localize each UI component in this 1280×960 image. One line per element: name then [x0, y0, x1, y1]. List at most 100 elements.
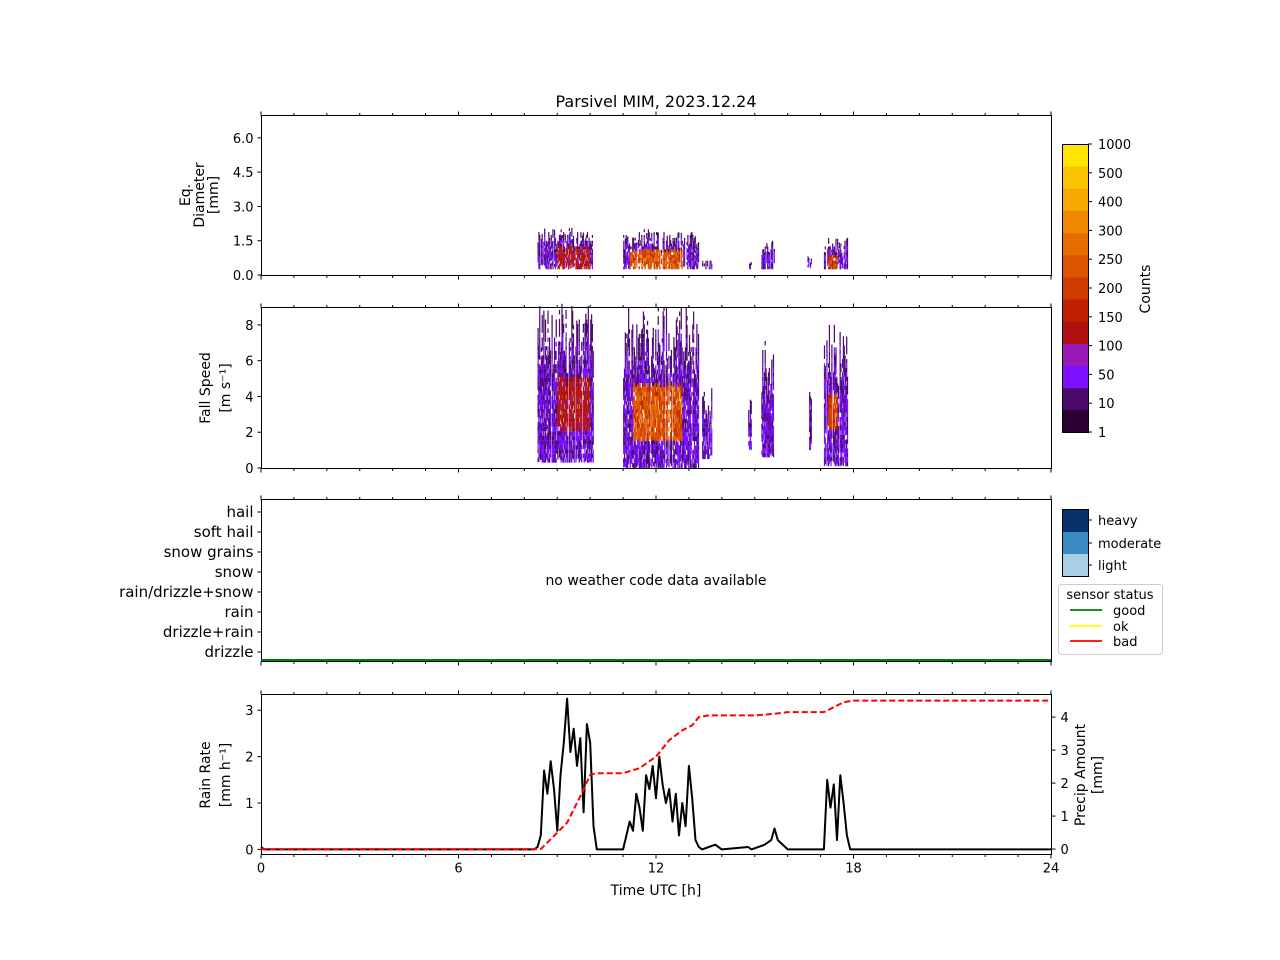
heatmap-cell: [632, 400, 634, 405]
heatmap-cell: [540, 396, 543, 402]
heatmap-cell: [555, 319, 557, 324]
heatmap-cell: [577, 391, 579, 396]
heatmap-cell: [576, 418, 578, 424]
heatmap-cell: [589, 348, 591, 354]
heatmap-cell: [573, 373, 575, 378]
heatmap-cell: [624, 341, 626, 346]
heatmap-cell: [553, 232, 556, 236]
heatmap-cell: [684, 391, 687, 397]
heatmap-cell: [552, 408, 554, 414]
heatmap-cell: [663, 463, 665, 468]
heatmap-cell: [568, 458, 570, 463]
heatmap-cell: [636, 346, 638, 352]
heatmap-cell: [658, 257, 660, 261]
heatmap-cell: [549, 417, 551, 423]
heatmap-cell: [660, 252, 663, 256]
heatmap-cell: [662, 423, 664, 428]
heatmap-cell: [627, 463, 629, 468]
heatmap-cell: [592, 400, 594, 405]
heatmap-cell: [663, 246, 665, 250]
heatmap-cell: [573, 368, 575, 374]
heatmap-cell: [581, 368, 583, 374]
heatmap-cell: [578, 386, 580, 392]
heatmap-cell: [823, 252, 826, 255]
heatmap-cell: [767, 252, 769, 255]
heatmap-cell: [683, 263, 686, 267]
heatmap-cell: [651, 356, 653, 361]
heatmap-cell: [543, 377, 545, 383]
heatmap-cell: [551, 413, 553, 418]
heatmap-cell: [665, 315, 668, 321]
heatmap-cell: [683, 454, 685, 459]
heatmap-cell: [653, 421, 655, 426]
heatmap-cell: [571, 314, 573, 320]
heatmap-cell: [697, 251, 699, 255]
heatmap-cell: [652, 372, 654, 378]
heatmap-cell: [646, 423, 649, 429]
heatmap-cell: [560, 229, 562, 233]
heatmap-cell: [631, 352, 633, 357]
heatmap-cell: [549, 350, 552, 355]
heatmap-cell: [585, 240, 587, 244]
heatmap-cell: [590, 255, 593, 259]
heatmap-cell: [564, 417, 566, 423]
heatmap-cell: [630, 387, 632, 392]
heatmap-cell: [579, 432, 581, 438]
heatmap-cell: [663, 378, 665, 383]
heatmap-cell: [559, 423, 561, 429]
heatmap-cell: [679, 342, 681, 348]
heatmap-cell: [646, 356, 649, 362]
heatmap-cell: [633, 445, 636, 451]
heatmap-cell: [662, 260, 664, 264]
heatmap-cell: [539, 408, 541, 414]
heatmap-cell: [571, 381, 573, 387]
heatmap-cell: [589, 246, 591, 250]
heatmap-cell: [672, 383, 674, 388]
heatmap-cell: [673, 453, 675, 458]
heatmap-cell: [571, 408, 573, 414]
heatmap-cell: [560, 246, 562, 250]
heatmap-cell: [582, 328, 584, 333]
heatmap-cell: [573, 458, 575, 463]
heatmap-cell: [657, 238, 659, 242]
heatmap-cell: [632, 463, 634, 468]
heatmap-cell: [686, 427, 688, 433]
heatmap-cell: [571, 404, 573, 409]
heatmap-cell: [665, 252, 668, 255]
heatmap-cell: [672, 427, 674, 433]
heatmap-cell: [654, 436, 656, 442]
heatmap-cell: [634, 360, 636, 366]
heatmap-cell: [646, 233, 648, 236]
heatmap-cell: [554, 240, 557, 244]
heatmap-cell: [572, 250, 574, 254]
heatmap-cell: [632, 260, 635, 264]
heatmap-cell: [560, 426, 562, 432]
heatmap-cell: [575, 266, 577, 270]
heatmap-cell: [650, 266, 652, 270]
heatmap-cell: [545, 422, 547, 427]
heatmap-cell: [568, 256, 570, 260]
heatmap-cell: [575, 395, 577, 401]
heatmap-cell: [545, 399, 547, 405]
heatmap-cell: [647, 338, 649, 343]
heatmap-cell: [571, 227, 573, 231]
heatmap-cell: [657, 441, 659, 446]
heatmap-cell: [655, 365, 657, 370]
heatmap-cell: [575, 346, 577, 351]
heatmap-cell: [623, 436, 625, 441]
heatmap-cell: [576, 240, 578, 244]
heatmap-cell: [546, 257, 548, 261]
heatmap-cell: [552, 426, 554, 432]
heatmap-cell: [559, 260, 561, 264]
heatmap-cell: [668, 445, 670, 450]
heatmap-cell: [674, 391, 677, 397]
heatmap-cell: [628, 383, 630, 388]
heatmap-cell: [558, 381, 561, 386]
heatmap-cell: [623, 391, 626, 396]
heatmap-cell: [589, 442, 591, 448]
heatmap-cell: [560, 404, 562, 409]
heatmap-cell: [656, 232, 658, 235]
heatmap-cell: [694, 259, 696, 262]
heatmap-cell: [542, 453, 544, 459]
heatmap-cell: [646, 255, 648, 259]
